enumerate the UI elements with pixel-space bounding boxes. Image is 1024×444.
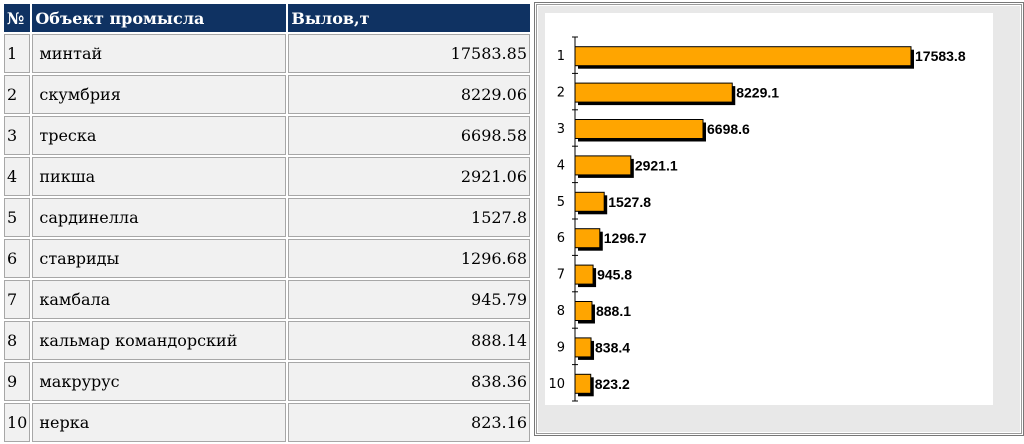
- bar: [574, 46, 912, 67]
- cell-name: макрурус: [32, 362, 287, 401]
- cell-num: 2: [4, 75, 31, 114]
- cell-value: 1296.68: [288, 239, 530, 278]
- cell-name: камбала: [32, 280, 287, 319]
- bar: [574, 337, 592, 358]
- category-label: 6: [557, 231, 565, 246]
- cell-value: 838.36: [288, 362, 530, 401]
- category-label: 2: [557, 86, 565, 101]
- bar-chart: 1 17583.8 2 8229.1 3 6698.6 4 2921.1 5 1527.8 6 129…: [545, 13, 993, 405]
- cell-name: нерка: [32, 403, 287, 442]
- value-label: 17583.8: [915, 48, 966, 64]
- cell-name: минтай: [32, 34, 287, 73]
- category-label: 4: [557, 158, 565, 173]
- value-label: 838.4: [595, 339, 630, 355]
- cell-num: 1: [4, 34, 31, 73]
- cell-name: скумбрия: [32, 75, 287, 114]
- bar: [574, 264, 594, 285]
- bar: [574, 191, 605, 212]
- value-label: 8229.1: [736, 85, 779, 101]
- category-label: 1: [557, 49, 565, 64]
- cell-value: 888.14: [288, 321, 530, 360]
- cell-num: 5: [4, 198, 31, 237]
- table-row: 6 ставриды 1296.68: [4, 239, 530, 278]
- bar: [574, 82, 733, 103]
- table-row: 1 минтай 17583.85: [4, 34, 530, 73]
- cell-num: 10: [4, 403, 31, 442]
- category-label: 8: [557, 304, 565, 319]
- table-row: 5 сардинелла 1527.8: [4, 198, 530, 237]
- cell-value: 1527.8: [288, 198, 530, 237]
- category-label: 9: [557, 340, 565, 355]
- value-label: 1296.7: [604, 230, 647, 246]
- chart-panel: 1 17583.8 2 8229.1 3 6698.6 4 2921.1 5 1527.8 6 129…: [536, 4, 1022, 434]
- category-label: 7: [557, 268, 565, 283]
- cell-num: 9: [4, 362, 31, 401]
- cell-value: 945.79: [288, 280, 530, 319]
- header-name: Объект промысла: [32, 4, 287, 32]
- cell-value: 2921.06: [288, 157, 530, 196]
- cell-name: кальмар командорский: [32, 321, 287, 360]
- cell-value: 17583.85: [288, 34, 530, 73]
- table-row: 3 треска 6698.58: [4, 116, 530, 155]
- header-num: №: [4, 4, 31, 32]
- header-value: Вылов,т: [288, 4, 530, 32]
- cell-name: пикша: [32, 157, 287, 196]
- value-label: 6698.6: [707, 121, 750, 137]
- value-label: 1527.8: [608, 194, 651, 210]
- bar: [574, 373, 592, 394]
- table-row: 9 макрурус 838.36: [4, 362, 530, 401]
- cell-name: треска: [32, 116, 287, 155]
- cell-name: ставриды: [32, 239, 287, 278]
- plot-area: [545, 13, 993, 405]
- value-label: 888.1: [596, 303, 631, 319]
- cell-value: 823.16: [288, 403, 530, 442]
- cell-value: 6698.58: [288, 116, 530, 155]
- cell-num: 8: [4, 321, 31, 360]
- bar: [574, 155, 632, 176]
- table-row: 2 скумбрия 8229.06: [4, 75, 530, 114]
- table-body: 1 минтай 17583.85 2 скумбрия 8229.06 3 треска 66…: [4, 34, 530, 442]
- cell-num: 7: [4, 280, 31, 319]
- cell-num: 3: [4, 116, 31, 155]
- value-label: 2921.1: [635, 157, 678, 173]
- category-label: 3: [557, 122, 565, 137]
- bar: [574, 301, 593, 321]
- table-row: 4 пикша 2921.06: [4, 157, 530, 196]
- cell-value: 8229.06: [288, 75, 530, 114]
- value-label: 945.8: [597, 267, 632, 283]
- table-header-row: № Объект промысла Вылов,т: [4, 4, 530, 32]
- cell-num: 4: [4, 157, 31, 196]
- bar: [574, 119, 704, 139]
- table-row: 8 кальмар командорский 888.14: [4, 321, 530, 360]
- cell-num: 6: [4, 239, 31, 278]
- catch-table: № Объект промысла Вылов,т 1 минтай 17583.8…: [2, 2, 532, 444]
- category-label: 10: [548, 377, 565, 392]
- category-label: 5: [557, 195, 565, 210]
- table-row: 7 камбала 945.79: [4, 280, 530, 319]
- table-row: 10 нерка 823.16: [4, 403, 530, 442]
- cell-name: сардинелла: [32, 198, 287, 237]
- bar: [574, 228, 601, 249]
- value-label: 823.2: [595, 376, 630, 392]
